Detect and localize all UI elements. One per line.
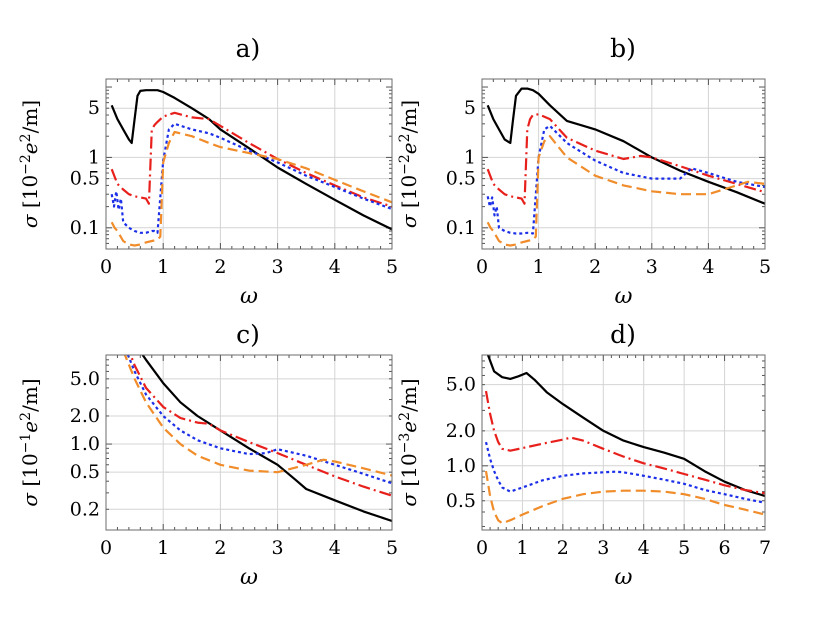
x-tick-label: 3 bbox=[597, 537, 609, 559]
series-line-dash-dot bbox=[486, 113, 765, 205]
y-tick-label: 5.0 bbox=[446, 374, 476, 396]
series-line-solid bbox=[110, 89, 392, 231]
x-tick-label: 1 bbox=[516, 537, 528, 559]
x-axis-label: ω bbox=[615, 565, 633, 590]
x-tick-label: 5 bbox=[678, 537, 690, 559]
panel-title: c) bbox=[236, 320, 260, 349]
x-tick-label: 3 bbox=[272, 537, 284, 559]
x-tick-label: 6 bbox=[719, 537, 731, 559]
y-axis-label: σ [10−2e2/m] bbox=[397, 100, 421, 228]
series-line-dash-dot bbox=[110, 111, 392, 208]
y-tick-label: 1 bbox=[88, 146, 100, 168]
x-tick-label: 0 bbox=[476, 256, 488, 278]
y-tick-label: 0.2 bbox=[70, 498, 100, 520]
x-tick-label: 1 bbox=[157, 256, 169, 278]
x-axis-label: ω bbox=[615, 284, 633, 309]
series-line-dotted bbox=[126, 355, 392, 485]
y-tick-label: 1.0 bbox=[446, 455, 476, 477]
y-axis-label: σ [10−2e2/m] bbox=[18, 100, 42, 228]
panel-title: a) bbox=[236, 34, 261, 63]
series-line-dotted bbox=[484, 441, 765, 504]
series-group bbox=[123, 355, 392, 523]
x-tick-label: 0 bbox=[476, 537, 488, 559]
y-tick-label: 5.0 bbox=[70, 368, 100, 390]
panel-title: d) bbox=[610, 320, 636, 349]
x-tick-label: 4 bbox=[638, 537, 650, 559]
series-group bbox=[486, 87, 765, 247]
plot-frame bbox=[105, 354, 393, 531]
x-tick-label: 3 bbox=[272, 256, 284, 278]
x-tick-label: 2 bbox=[214, 256, 226, 278]
series-line-dashed bbox=[486, 135, 765, 247]
series-line-dashed bbox=[110, 130, 392, 247]
series-group bbox=[110, 89, 392, 247]
x-tick-label: 1 bbox=[533, 256, 545, 278]
series-line-dash-dot bbox=[129, 355, 392, 497]
x-tick-label: 0 bbox=[100, 256, 112, 278]
y-tick-label: 1 bbox=[464, 146, 476, 168]
series-line-dotted bbox=[110, 122, 392, 234]
x-tick-label: 2 bbox=[557, 537, 569, 559]
panel-title: b) bbox=[610, 34, 636, 63]
y-tick-label: 0.5 bbox=[446, 490, 476, 512]
y-tick-label: 0.1 bbox=[446, 217, 476, 239]
series-line-dotted bbox=[486, 124, 765, 235]
y-tick-label: 5 bbox=[464, 97, 476, 119]
plot-frame bbox=[481, 78, 766, 250]
x-axis-label: ω bbox=[240, 284, 258, 309]
x-tick-label: 2 bbox=[589, 256, 601, 278]
y-tick-label: 5 bbox=[88, 97, 100, 119]
y-tick-label: 0.1 bbox=[70, 217, 100, 239]
y-tick-label: 2.0 bbox=[70, 405, 100, 427]
series-group bbox=[484, 355, 765, 525]
y-tick-label: 0.5 bbox=[70, 168, 100, 190]
x-tick-label: 5 bbox=[759, 256, 771, 278]
x-tick-label: 2 bbox=[214, 537, 226, 559]
y-tick-label: 1.0 bbox=[70, 433, 100, 455]
x-tick-label: 7 bbox=[759, 537, 771, 559]
x-tick-label: 4 bbox=[329, 256, 341, 278]
x-tick-label: 1 bbox=[157, 537, 169, 559]
panel-c: 0 1 2 3 4 5 0.2 0.5 1.0 2.0 5.0 c) ω σ [10−1e2/m] bbox=[18, 320, 398, 590]
y-axis-label: σ [10−3e2/m] bbox=[397, 378, 421, 506]
x-axis-label: ω bbox=[240, 565, 258, 590]
y-tick-label: 0.5 bbox=[70, 461, 100, 483]
panel-d: 0 1 2 3 4 5 6 7 0.5 1.0 2.0 5.0 d) ω σ [10−3e2/m] bbox=[397, 320, 771, 590]
series-line-dashed bbox=[484, 470, 765, 525]
plot-frame bbox=[105, 78, 393, 250]
series-line-solid bbox=[141, 355, 392, 523]
series-line-dashed bbox=[123, 355, 392, 477]
x-tick-label: 0 bbox=[100, 537, 112, 559]
plot-frame bbox=[481, 354, 766, 531]
y-tick-label: 2.0 bbox=[446, 420, 476, 442]
series-line-solid bbox=[486, 87, 765, 205]
x-tick-label: 3 bbox=[646, 256, 658, 278]
x-tick-label: 5 bbox=[386, 256, 398, 278]
x-tick-label: 4 bbox=[702, 256, 714, 278]
y-tick-label: 0.5 bbox=[446, 168, 476, 190]
series-line-solid bbox=[486, 355, 765, 498]
x-tick-label: 5 bbox=[386, 537, 398, 559]
series-line-dash-dot bbox=[484, 390, 765, 495]
x-tick-label: 4 bbox=[329, 537, 341, 559]
y-axis-label: σ [10−1e2/m] bbox=[18, 378, 42, 506]
